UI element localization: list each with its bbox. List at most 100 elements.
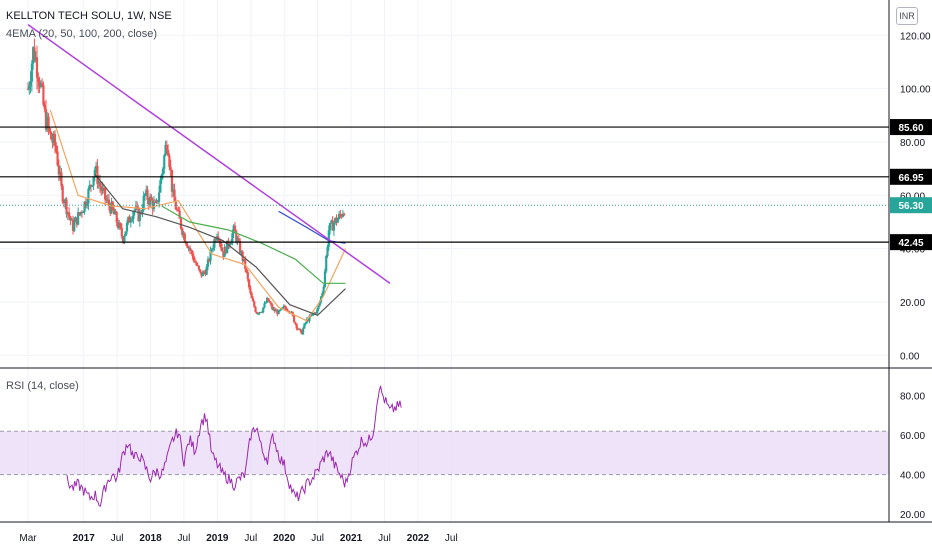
candle-body	[240, 251, 243, 254]
rsi-band	[0, 431, 889, 475]
candle-body	[74, 217, 77, 223]
candle-body	[229, 241, 233, 245]
candle-body	[97, 181, 100, 184]
candle-body	[95, 165, 98, 170]
ema50-line	[94, 173, 346, 316]
candle-body	[186, 244, 189, 248]
candle-body	[35, 57, 39, 78]
candle-body	[123, 236, 126, 242]
candle-body	[259, 312, 262, 314]
candle-body	[172, 189, 175, 192]
candle-body	[89, 184, 93, 186]
currency-badge[interactable]: INR	[896, 7, 918, 25]
candle-body	[217, 236, 220, 240]
candle-body	[106, 199, 109, 201]
level-label-bg	[890, 234, 932, 251]
candle-body	[158, 192, 161, 202]
level-label: 85.60	[898, 123, 923, 134]
candle-body	[335, 217, 338, 223]
price-tick-label: 0.00	[900, 351, 920, 362]
candle-body	[93, 169, 96, 178]
ema-indicator-label[interactable]: 4EMA (20, 50, 100, 200, close)	[6, 28, 158, 40]
rsi-indicator-label[interactable]: RSI (14, close)	[6, 380, 79, 392]
candle-body	[195, 262, 198, 266]
candle-body	[109, 205, 112, 214]
candle-body	[262, 307, 265, 313]
candle-body	[245, 268, 248, 273]
candle-body	[34, 57, 37, 61]
time-tick-label: Jul	[178, 533, 191, 544]
ema100-line	[161, 205, 346, 284]
candle-body	[231, 233, 234, 242]
candle-body	[105, 199, 108, 201]
candle-body	[201, 271, 204, 277]
candle-body	[242, 259, 246, 262]
price-tick-label: 20.00	[900, 298, 925, 309]
candle-body	[141, 210, 144, 214]
candle-body	[118, 223, 121, 228]
candle-body	[42, 84, 45, 105]
candle-body	[102, 187, 105, 189]
candle-body	[69, 216, 72, 221]
candle-body	[316, 309, 319, 314]
candle-body	[295, 323, 298, 329]
candle-body	[132, 211, 135, 220]
candle-body	[96, 165, 99, 184]
candle-body	[211, 247, 215, 250]
candle-body	[98, 181, 102, 187]
candle-body	[190, 250, 193, 252]
candle-body	[86, 203, 89, 206]
candle-body	[124, 231, 127, 237]
candle-body	[114, 211, 117, 215]
candle-body	[119, 223, 122, 228]
time-tick-label: Jul	[244, 533, 257, 544]
candle-body	[222, 251, 225, 257]
candle-body	[233, 225, 237, 231]
candle-body	[131, 219, 134, 221]
candle-body	[75, 217, 78, 225]
candle-body	[343, 213, 346, 215]
candle-body	[142, 195, 145, 211]
candle-body	[250, 292, 253, 299]
candle-body	[340, 215, 343, 217]
candle-body	[253, 301, 256, 307]
candle-body	[318, 301, 321, 306]
candle-body	[61, 186, 64, 202]
candle-body	[156, 200, 159, 202]
candle-body	[331, 220, 334, 231]
candle-body	[251, 298, 255, 302]
candle-body	[146, 189, 149, 201]
candle-body	[220, 247, 224, 252]
candle-body	[282, 305, 285, 308]
candle-body	[285, 307, 288, 311]
level-label: 66.95	[898, 173, 923, 184]
level-label: 42.45	[898, 238, 923, 249]
candle-body	[313, 312, 316, 314]
candle-body	[260, 312, 264, 314]
candle-body	[149, 196, 152, 205]
candle-body	[321, 293, 324, 297]
candle-body	[101, 187, 104, 191]
candle-body	[206, 259, 210, 267]
candle-body	[235, 230, 238, 242]
candle-body	[328, 222, 332, 231]
candle-body	[137, 207, 140, 221]
candle-body	[276, 310, 279, 315]
candle-body	[78, 212, 81, 215]
candle-body	[143, 194, 147, 196]
candle-body	[213, 239, 216, 248]
candle-body	[277, 310, 280, 315]
candle-body	[163, 155, 166, 169]
candle-body	[159, 180, 162, 193]
candle-body	[170, 169, 174, 192]
candle-body	[128, 216, 131, 223]
candle-body	[169, 166, 172, 170]
candle-body	[236, 238, 239, 242]
candle-body	[273, 308, 276, 312]
candle-body	[232, 225, 235, 234]
candle-body	[138, 212, 141, 221]
candle-body	[199, 269, 202, 273]
candle-body	[307, 318, 310, 322]
candle-body	[210, 249, 213, 251]
